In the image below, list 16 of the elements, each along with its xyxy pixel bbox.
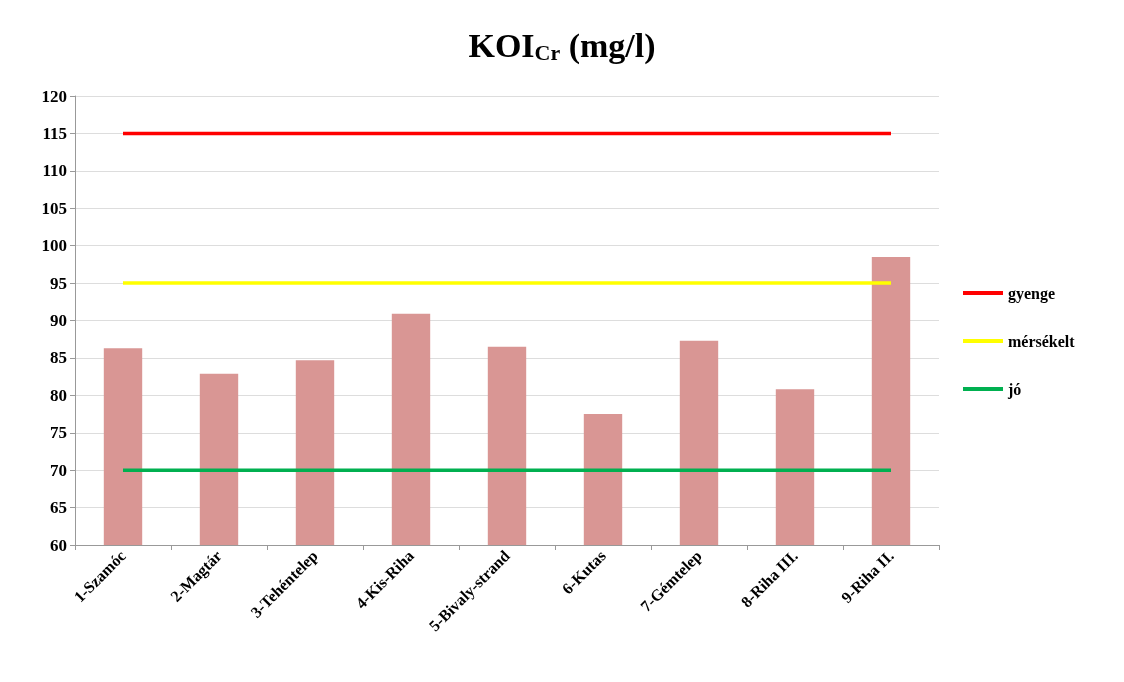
- y-tick-label: 65: [50, 498, 67, 518]
- y-tick-label: 60: [50, 535, 67, 555]
- y-tick-label: 80: [50, 385, 67, 405]
- y-tick-label: 85: [50, 348, 67, 368]
- legend-label: gyenge: [1008, 284, 1056, 303]
- y-tick-label: 75: [50, 423, 67, 443]
- y-tick-label: 105: [41, 198, 67, 218]
- legend-label: mérsékelt: [1008, 332, 1076, 350]
- y-tick-label: 95: [50, 273, 67, 293]
- y-tick-label: 120: [41, 86, 67, 106]
- y-tick-label: 100: [41, 236, 67, 256]
- legend-label: jó: [1007, 380, 1022, 399]
- y-tick-label: 70: [50, 460, 67, 480]
- y-tick-label: 90: [50, 311, 67, 330]
- y-tick-label: 115: [42, 123, 67, 143]
- y-tick-label: 110: [42, 161, 67, 181]
